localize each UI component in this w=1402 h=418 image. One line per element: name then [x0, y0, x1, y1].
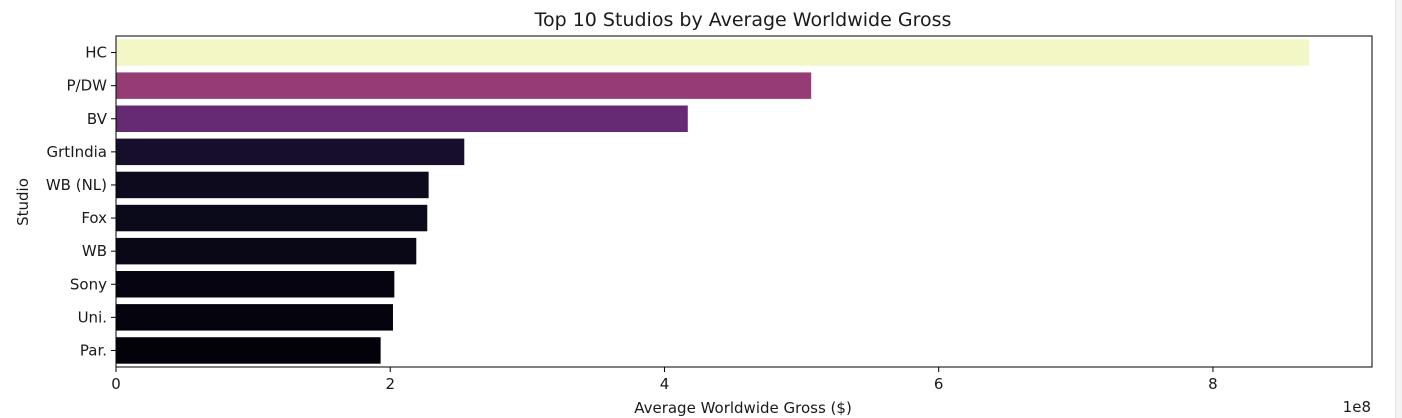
bar-4 [116, 171, 429, 199]
x-tick-label: 2 [385, 375, 395, 393]
x-tick-label: 4 [660, 375, 670, 393]
bar-1 [116, 72, 812, 99]
bar-2 [116, 105, 688, 132]
y-tick-label: HC [85, 44, 107, 62]
x-tick-label: 8 [1208, 375, 1218, 393]
y-tick-label: Par. [80, 341, 107, 359]
y-axis-label: Studio [14, 178, 32, 226]
y-tick-label: BV [87, 110, 108, 128]
bar-5 [116, 204, 428, 232]
y-tick-label: WB (NL) [46, 176, 107, 194]
scrollbar[interactable] [1395, 0, 1402, 418]
y-tick-label: WB [82, 242, 107, 260]
x-axis: 0 2 4 6 8 [111, 367, 1218, 393]
x-axis-label: Average Worldwide Gross ($) [634, 399, 852, 417]
y-tick-label: P/DW [67, 77, 108, 95]
bars-group [116, 39, 1309, 364]
bar-7 [116, 271, 395, 298]
y-tick-label: GrtIndia [47, 143, 107, 161]
plot-frame [115, 35, 1373, 368]
y-tick-label: Fox [81, 209, 107, 227]
y-axis: HC P/DW BV GrtIndia WB (NL) Fox WB Sony Uni. Par. [46, 44, 116, 359]
x-axis-offset-label: 1e8 [1343, 398, 1371, 416]
bar-3 [116, 138, 465, 166]
y-tick-label: Sony [70, 275, 107, 293]
y-tick-label: Uni. [78, 308, 107, 326]
bar-6 [116, 237, 417, 265]
bar-0 [116, 39, 1309, 66]
x-tick-label: 6 [934, 375, 944, 393]
x-tick-label: 0 [111, 375, 121, 393]
bar-9 [116, 337, 381, 364]
chart-title: Top 10 Studios by Average Worldwide Gros… [534, 9, 952, 31]
bar-8 [116, 304, 393, 331]
